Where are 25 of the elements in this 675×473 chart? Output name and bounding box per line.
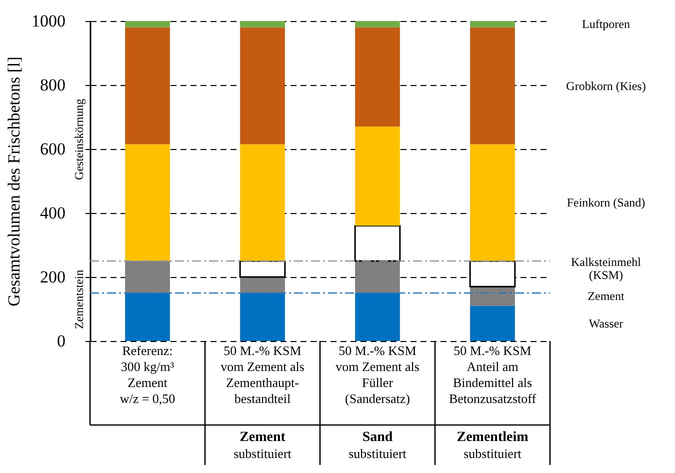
text: substituiert <box>234 446 292 461</box>
text: substituiert <box>348 446 407 461</box>
y-axis-title: Gesamtvolumen des Frischbetons [l] <box>4 56 24 306</box>
y-tick-label: 200 <box>40 268 66 286</box>
y-tick-label: 600 <box>40 140 66 158</box>
x-tick-label: 50 M.-% KSM Anteil am Bindemittel als Betonzusatzstoff <box>448 343 537 406</box>
x-tick-label: 50 M.-% KSM vom Zement als Zementhaupt- bestandteil <box>220 343 304 406</box>
text: Zement <box>240 430 286 445</box>
text: Sand <box>362 430 393 445</box>
text: Kalksteinmehl (KSM) <box>571 255 642 282</box>
y-tick-label: 400 <box>40 204 66 222</box>
text: Wasser <box>588 316 624 330</box>
text: substituiert <box>464 446 522 461</box>
text: Grobkorn (Kies) <box>566 78 646 93</box>
x-tick-label: 50 M.-% KSM vom Zement als Füller (Sandersatz) <box>336 343 420 406</box>
text: Zementleim <box>456 430 529 445</box>
y-tick-label: 1000 <box>32 12 66 30</box>
text: Feinkorn (Sand) <box>566 196 646 210</box>
y-tick-label: 800 <box>40 76 66 94</box>
text: Luftporen <box>582 17 630 32</box>
text: Zementstein <box>72 270 86 330</box>
text: Gesteinskörnung <box>72 98 86 180</box>
text: Zement <box>588 289 625 304</box>
x-tick-label: Referenz: 300 kg/m³ Zement w/z = 0,50 <box>120 343 176 406</box>
y-tick-label: 0 <box>57 332 66 350</box>
